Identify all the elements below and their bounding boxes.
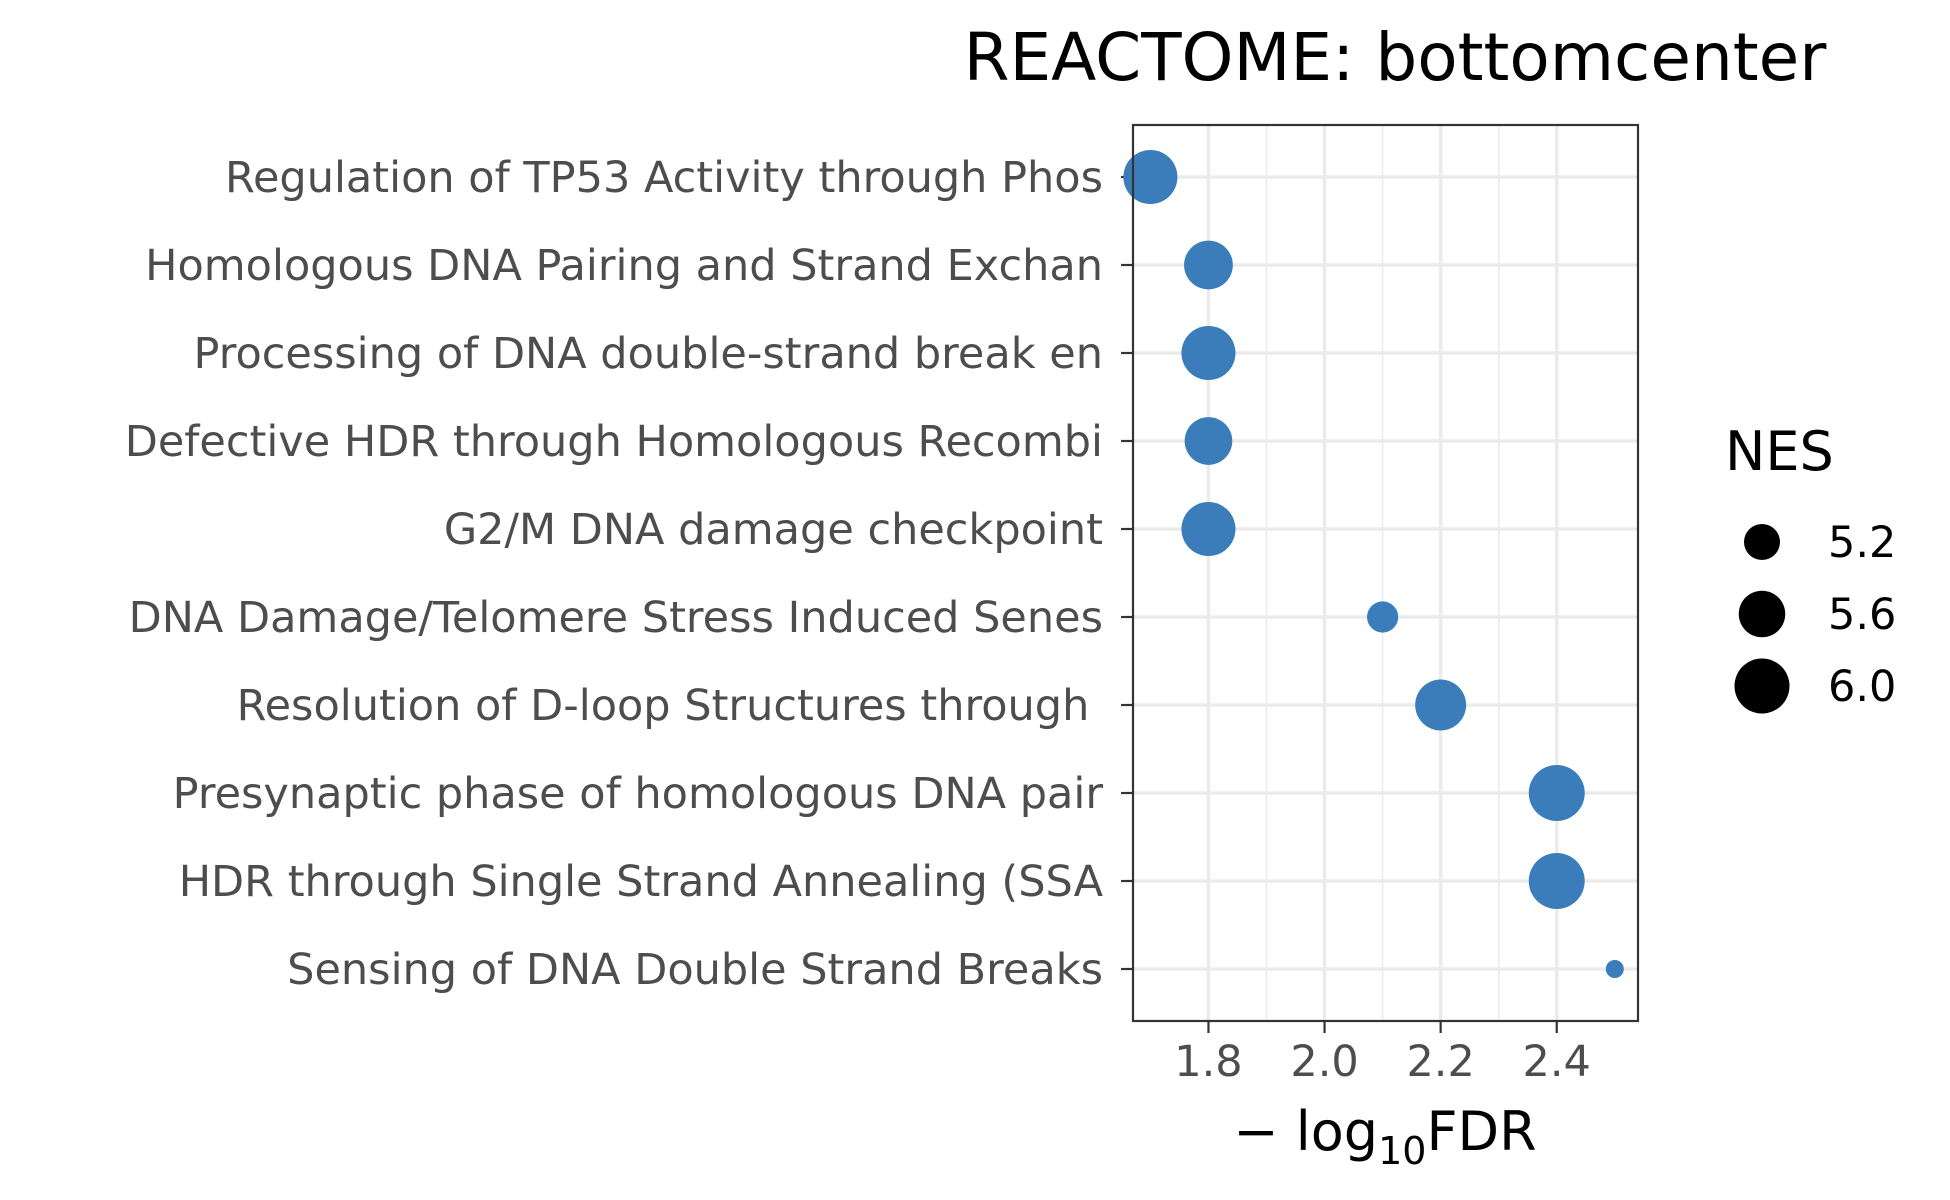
x-axis-title: − log10FDR [1233,1100,1536,1173]
legend-key [1734,658,1790,714]
legend-title: NES [1725,420,1834,483]
y-tick-label: Resolution of D-loop Structures through [237,681,1103,731]
x-tick-label: 2.4 [1523,1037,1591,1087]
x-tick-label: 2.2 [1406,1037,1474,1087]
y-tick-label: Homologous DNA Pairing and Strand Exchan [145,241,1103,291]
y-tick-label: Processing of DNA double-strand break en [194,329,1103,379]
data-point [1123,149,1178,205]
data-point [1415,679,1467,731]
x-axis-title-prefix: − log [1233,1100,1378,1163]
y-tick-label: HDR through Single Strand Annealing (SSA [179,857,1104,907]
data-point [1605,959,1624,979]
x-tick-label: 1.8 [1174,1037,1242,1087]
data-point [1528,765,1585,821]
legend-label: 5.2 [1828,518,1896,568]
y-tick-label: G2/M DNA damage checkpoint [444,505,1103,555]
x-axis-title-subscript: 10 [1378,1129,1426,1173]
data-points [1123,149,1624,979]
data-point [1184,240,1233,290]
y-tick-label: Sensing of DNA Double Strand Breaks [287,945,1103,995]
y-tick-label: Regulation of TP53 Activity through Phos [225,153,1103,203]
x-axis-title-suffix: FDR [1426,1100,1536,1163]
y-tick-label: Presynaptic phase of homologous DNA pair [173,769,1104,819]
data-point [1181,325,1236,381]
y-axis: Regulation of TP53 Activity through Phos… [125,153,1133,995]
y-tick-label: DNA Damage/Telomere Stress Induced Senes [129,593,1103,643]
data-point [1184,417,1233,465]
plot-panel-border [1131,123,1640,1023]
data-point [1528,853,1585,909]
x-tick-label: 2.0 [1290,1037,1358,1087]
data-point [1366,601,1399,633]
x-axis: 1.8 2.0 2.2 2.4 [1174,1021,1591,1087]
legend-key [1738,590,1786,638]
size-legend: NES 5.2 5.6 6.0 [1725,420,1896,714]
legend-label: 6.0 [1828,662,1896,712]
legend-key [1743,523,1781,561]
chart-title: REACTOME: bottomcenter [964,19,1828,96]
legend-items: 5.2 5.6 6.0 [1734,518,1896,714]
y-tick-label: Defective HDR through Homologous Recombi [125,417,1103,467]
legend-label: 5.6 [1828,590,1896,640]
data-point [1181,501,1236,557]
